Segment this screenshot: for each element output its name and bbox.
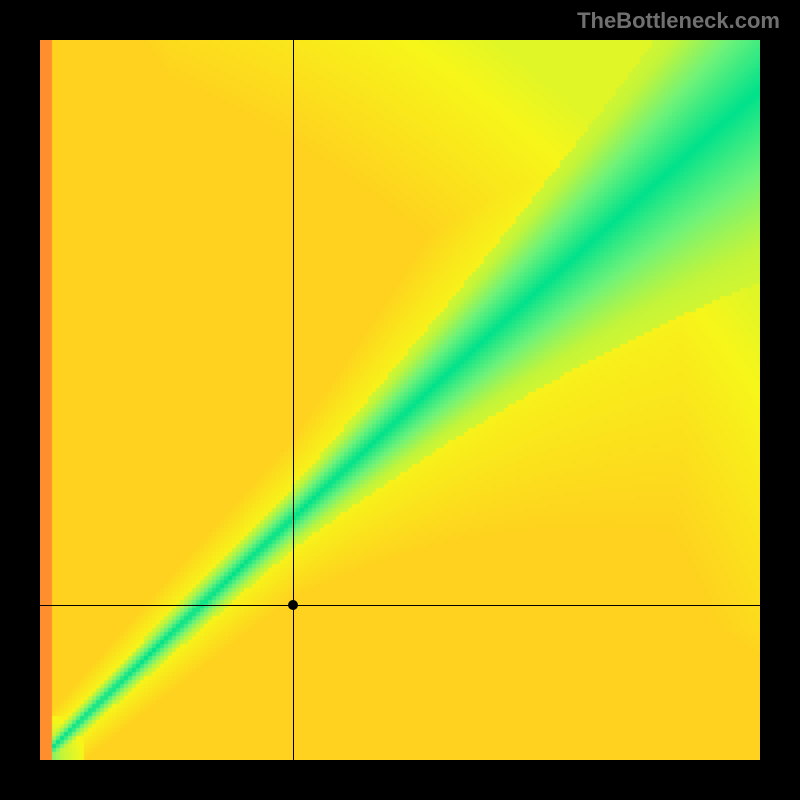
crosshair-vertical [293, 40, 294, 760]
watermark-text: TheBottleneck.com [577, 8, 780, 34]
heatmap-canvas [40, 40, 760, 760]
bottleneck-heatmap [40, 40, 760, 760]
crosshair-marker [288, 600, 298, 610]
crosshair-horizontal [40, 605, 760, 606]
